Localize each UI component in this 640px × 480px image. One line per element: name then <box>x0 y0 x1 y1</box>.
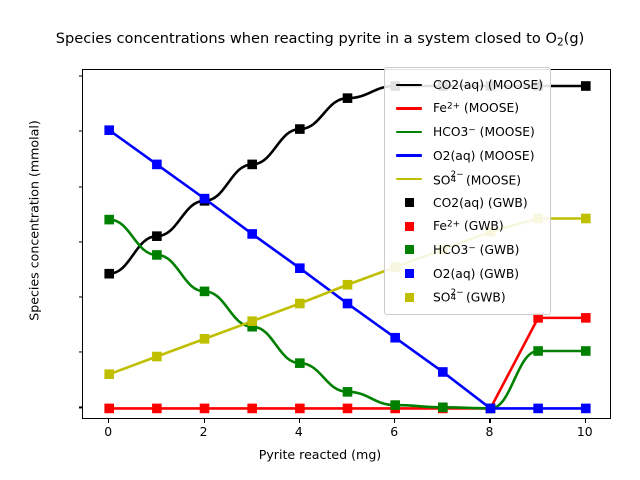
data-point-marker <box>104 268 115 279</box>
data-point-marker <box>247 316 257 326</box>
legend-item[interactable]: Fe2+ (MOOSE) <box>391 97 543 121</box>
data-point-marker <box>580 213 591 224</box>
y-tick-mark <box>78 75 82 77</box>
legend-line-swatch <box>396 130 422 134</box>
data-point-marker <box>104 125 115 135</box>
data-point-marker <box>152 403 162 414</box>
data-point-marker <box>533 313 543 323</box>
data-point-marker <box>533 346 543 356</box>
legend-item[interactable]: HCO3− (GWB) <box>391 238 543 262</box>
x-tick-label: 2 <box>199 424 208 439</box>
data-point-marker <box>104 369 115 379</box>
legend-label: Fe2+ (MOOSE) <box>433 101 520 116</box>
chart-title: Species concentrations when reacting pyr… <box>55 30 585 49</box>
y-tick-mark <box>78 130 82 132</box>
x-tick-label: 10 <box>576 424 593 439</box>
data-point-marker <box>247 229 257 239</box>
legend-label: Fe2+ (GWB) <box>433 219 504 234</box>
x-tick-mark <box>203 419 205 423</box>
data-point-marker <box>342 298 353 309</box>
legend-marker-swatch <box>404 221 414 231</box>
legend-marker-swatch <box>404 269 414 279</box>
data-point-marker <box>104 214 115 225</box>
y-axis-label: Species concentration (mmolal) <box>26 120 42 321</box>
legend-label: SO 2− 4 (MOOSE) <box>433 169 522 187</box>
legend-item[interactable]: CO2(aq) (GWB) <box>391 191 543 215</box>
x-tick-label: 8 <box>485 424 494 439</box>
series-markers-fe2+ <box>104 313 591 414</box>
legend-line-swatch <box>396 83 422 87</box>
legend-item[interactable]: HCO3− (MOOSE) <box>391 120 543 144</box>
data-point-marker <box>580 313 591 323</box>
data-point-marker <box>342 279 353 290</box>
y-tick-mark <box>78 296 82 298</box>
legend-marker-swatch <box>404 198 414 208</box>
data-point-marker <box>295 403 305 414</box>
legend-label: O2(aq) (GWB) <box>433 266 520 281</box>
data-point-marker <box>580 403 591 414</box>
data-point-marker <box>295 358 305 368</box>
data-point-marker <box>390 332 400 343</box>
data-point-marker <box>104 403 115 414</box>
data-point-marker <box>438 402 448 413</box>
legend-item[interactable]: SO 2− 4 (GWB) <box>391 285 543 309</box>
legend-label: O2(aq) (MOOSE) <box>433 148 535 163</box>
data-point-marker <box>199 193 210 204</box>
data-point-marker <box>199 403 210 414</box>
y-tick-mark <box>78 406 82 408</box>
x-tick-mark <box>298 419 300 423</box>
data-point-marker <box>152 351 162 362</box>
legend-item[interactable]: CO2(aq) (MOOSE) <box>391 73 543 97</box>
data-point-marker <box>152 231 162 241</box>
data-point-marker <box>342 93 353 103</box>
data-point-marker <box>485 403 496 414</box>
data-point-marker <box>199 334 210 344</box>
legend-label: CO2(aq) (GWB) <box>433 195 528 210</box>
legend-label: CO2(aq) (MOOSE) <box>433 77 544 92</box>
legend-line-swatch <box>396 154 422 157</box>
chart-legend: CO2(aq) (MOOSE) Fe2+ (MOOSE) HCO3− (MOOSE)… <box>384 67 552 315</box>
x-tick-label: 0 <box>104 424 113 439</box>
legend-line-swatch <box>396 177 422 181</box>
legend-item[interactable]: SO 2− 4 (MOOSE) <box>391 167 543 191</box>
legend-label: SO 2− 4 (GWB) <box>433 287 506 305</box>
y-tick-mark <box>78 186 82 188</box>
data-point-marker <box>152 159 162 170</box>
x-tick-label: 4 <box>294 424 303 439</box>
data-point-marker <box>247 321 257 332</box>
legend-item[interactable]: O2(aq) (GWB) <box>391 262 543 286</box>
data-point-marker <box>295 124 305 134</box>
data-point-marker <box>533 403 543 414</box>
data-point-marker <box>247 159 257 170</box>
data-point-marker <box>199 286 210 297</box>
data-point-marker <box>152 250 162 260</box>
data-point-marker <box>247 403 257 414</box>
legend-label: HCO3− (GWB) <box>433 242 520 257</box>
legend-label: HCO3− (MOOSE) <box>433 124 535 139</box>
x-tick-mark <box>108 419 110 423</box>
data-point-marker <box>580 346 591 356</box>
x-tick-mark <box>394 419 396 423</box>
x-tick-label: 6 <box>390 424 399 439</box>
data-point-marker <box>438 367 448 377</box>
x-tick-mark <box>489 419 491 423</box>
data-point-marker <box>295 263 305 273</box>
legend-item[interactable]: O2(aq) (MOOSE) <box>391 144 543 168</box>
data-point-marker <box>342 387 353 397</box>
legend-marker-swatch <box>404 292 414 302</box>
legend-item[interactable]: Fe2+ (GWB) <box>391 215 543 239</box>
data-point-marker <box>390 400 400 410</box>
data-point-marker <box>342 403 353 414</box>
x-tick-mark <box>584 419 586 423</box>
legend-line-swatch <box>396 107 422 110</box>
x-axis-label: Pyrite reacted (mg) <box>258 447 382 462</box>
data-point-marker <box>295 298 305 309</box>
data-point-marker <box>580 81 591 91</box>
series-markers-o2(aq) <box>104 125 591 414</box>
y-tick-mark <box>78 241 82 243</box>
legend-marker-swatch <box>404 245 414 255</box>
y-tick-mark <box>78 351 82 353</box>
